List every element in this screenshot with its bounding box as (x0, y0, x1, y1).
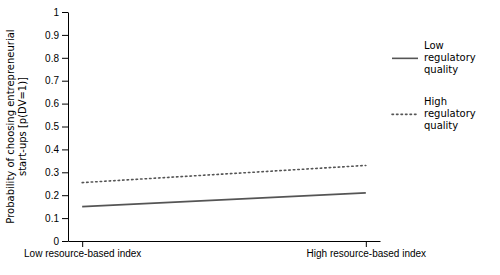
x-axis: Low resource-based index High resource-ba… (24, 241, 426, 259)
legend-swatch (392, 114, 418, 116)
y-tick-mark (62, 35, 68, 36)
y-tick-label: 1 (53, 7, 59, 18)
x-tick: High resource-based index (307, 241, 427, 259)
y-axis-line (68, 13, 69, 242)
x-tick-mark (366, 241, 367, 247)
y-tick-mark (62, 149, 68, 150)
legend-label-line: High (424, 96, 447, 107)
y-tick-mark (62, 12, 68, 13)
y-tick: 0.4 (45, 144, 68, 155)
y-tick-label: 0.2 (45, 190, 59, 201)
y-tick-label: 0.7 (45, 75, 59, 86)
y-tick: 0.1 (45, 213, 68, 224)
legend: LowregulatoryqualityHighregulatoryqualit… (392, 40, 476, 131)
y-tick-mark (62, 241, 68, 242)
y-axis-title-line: start-ups [p(DV=1)] (17, 77, 28, 176)
legend-label-line: regulatory (424, 108, 476, 119)
y-tick: 0.9 (45, 30, 68, 41)
legend-label-line: regulatory (424, 52, 476, 63)
series-group (82, 165, 366, 206)
plot-area: Low resource-based index High resource-ba… (24, 7, 426, 259)
chart: Low resource-based index High resource-ba… (0, 0, 500, 275)
x-tick: Low resource-based index (24, 241, 141, 259)
y-tick-label: 0.8 (45, 53, 59, 64)
legend-item: Highregulatoryquality (392, 96, 476, 131)
legend-label-line: quality (424, 120, 458, 131)
x-tick-label: Low resource-based index (24, 248, 141, 259)
y-tick: 0.2 (45, 190, 68, 201)
y-tick-label: 0.6 (45, 98, 59, 109)
y-tick-label: 0.4 (45, 144, 59, 155)
y-tick-label: 0 (53, 236, 59, 247)
y-tick: 0.5 (45, 121, 68, 132)
y-tick: 0.3 (45, 167, 68, 178)
y-tick: 0.7 (45, 75, 68, 86)
y-tick-label: 0.5 (45, 121, 59, 132)
y-tick-mark (62, 195, 68, 196)
y-tick: 0 (53, 236, 68, 247)
y-tick-mark (62, 58, 68, 59)
legend-label: Lowregulatoryquality (424, 40, 476, 75)
legend-label-line: quality (424, 64, 458, 75)
x-axis-line (69, 241, 381, 242)
y-tick: 0.6 (45, 98, 68, 109)
legend-swatch (392, 58, 418, 60)
x-tick-label: High resource-based index (307, 248, 427, 259)
y-tick-mark (62, 172, 68, 173)
y-axis-title: Probability of choosing entrepreneurials… (5, 29, 28, 223)
y-tick-mark (62, 104, 68, 105)
y-axis-title-line: Probability of choosing entrepreneurial (5, 29, 16, 223)
legend-label: Highregulatoryquality (424, 96, 476, 131)
y-tick-label: 0.3 (45, 167, 59, 178)
y-tick: 1 (53, 7, 68, 18)
y-tick-label: 0.9 (45, 30, 59, 41)
y-axis: 0 0.1 0.2 0.3 0.4 0.5 0.6 0.7 0.8 0.9 1 (45, 7, 68, 247)
series-line (82, 165, 366, 182)
legend-label-line: Low (424, 40, 444, 51)
legend-item: Lowregulatoryquality (392, 40, 476, 75)
y-tick-mark (62, 81, 68, 82)
y-tick: 0.8 (45, 53, 68, 64)
y-tick-label: 0.1 (45, 213, 59, 224)
y-tick-mark (62, 127, 68, 128)
y-tick-mark (62, 218, 68, 219)
series-line (82, 193, 366, 207)
x-tick-mark (82, 241, 83, 247)
